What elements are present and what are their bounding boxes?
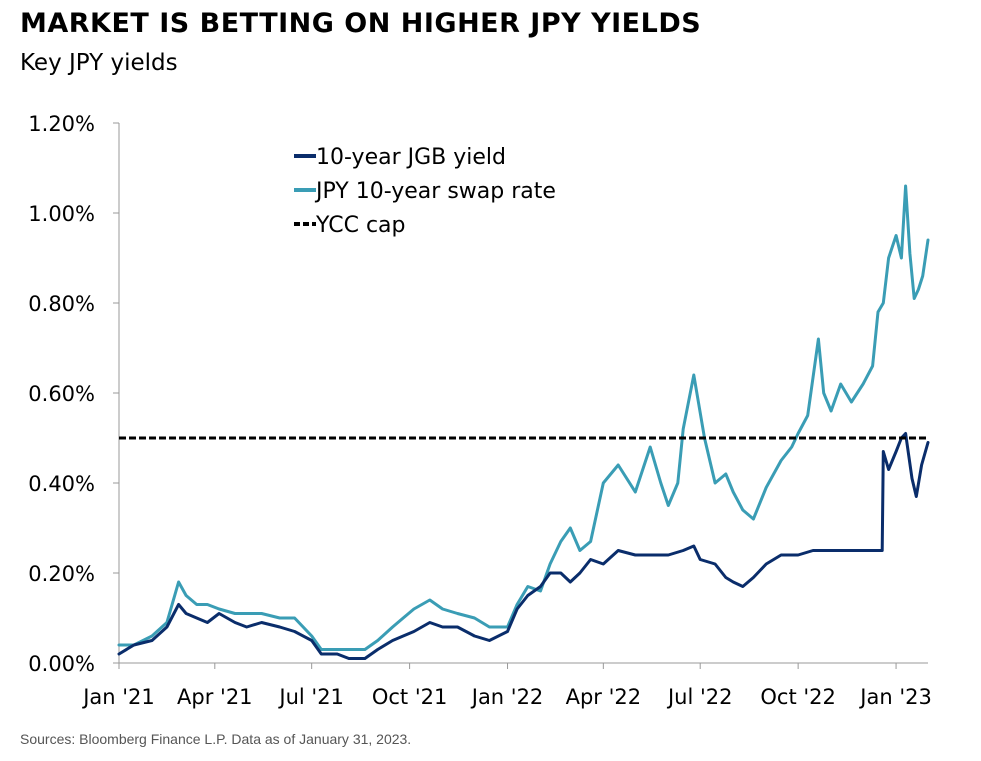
chart-legend: 10-year JGB yield JPY 10-year swap rate YC… xyxy=(294,145,556,238)
y-tick-label: 0.80% xyxy=(28,292,95,316)
y-tick-label: 0.40% xyxy=(28,472,95,496)
chart-subtitle: Key JPY yields xyxy=(20,50,178,76)
legend-label: YCC cap xyxy=(315,213,406,238)
chart-title: MARKET IS BETTING ON HIGHER JPY YIELDS xyxy=(20,8,702,39)
series-line-jpy-10-year-swap-rate xyxy=(117,184,930,651)
legend-label: 10-year JGB yield xyxy=(316,145,506,170)
x-tick-label: Jul '21 xyxy=(277,685,344,709)
chart-axes: 0.00% 0.20% 0.40% 0.60% 0.80% 1.00% 1.20% Jan '… xyxy=(28,112,932,709)
x-tick-label: Apr '21 xyxy=(177,685,253,709)
x-tick-label: Jan '22 xyxy=(470,685,544,709)
series-line-10-year-jgb-yield xyxy=(117,432,930,660)
y-tick-label: 0.00% xyxy=(28,652,95,676)
y-tick-label: 0.20% xyxy=(28,562,95,586)
chart-series xyxy=(117,184,930,660)
x-tick-label: Jan '23 xyxy=(858,685,932,709)
source-note: Sources: Bloomberg Finance L.P. Data as … xyxy=(20,731,412,747)
x-tick-label: Jan '21 xyxy=(81,685,155,709)
y-tick-label: 0.60% xyxy=(28,382,95,406)
x-tick-label: Oct '22 xyxy=(760,685,835,709)
x-tick-label: Jul '22 xyxy=(666,685,733,709)
x-tick-label: Apr '22 xyxy=(566,685,642,709)
y-tick-label: 1.00% xyxy=(28,202,95,226)
x-tick-label: Oct '21 xyxy=(372,685,447,709)
y-tick-label: 1.20% xyxy=(28,112,95,136)
legend-label: JPY 10-year swap rate xyxy=(314,179,556,204)
